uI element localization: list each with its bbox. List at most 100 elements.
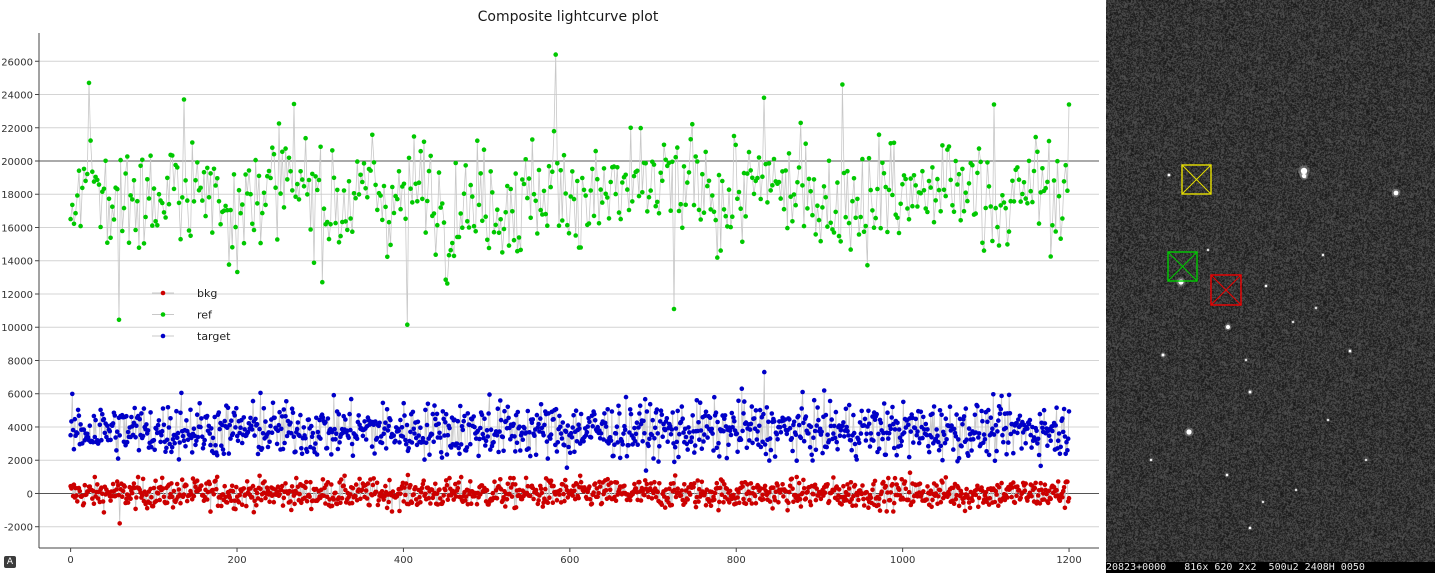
lightcurve-chart: -200002000400060008000100001200014000160… xyxy=(1,33,1099,566)
data-point-ref xyxy=(863,223,868,229)
data-point-bkg xyxy=(418,500,423,505)
data-point-ref xyxy=(726,187,732,192)
data-point-target xyxy=(898,443,904,448)
data-point-target xyxy=(299,451,305,457)
data-point-target xyxy=(923,421,929,427)
data-point-bkg xyxy=(251,509,257,515)
data-point-bkg xyxy=(976,504,981,510)
aperture-marker-box[interactable] xyxy=(1181,164,1212,195)
data-point-ref xyxy=(80,185,85,191)
data-point-target xyxy=(846,433,851,438)
data-point-bkg xyxy=(917,481,923,487)
data-point-ref xyxy=(438,205,444,210)
data-point-bkg xyxy=(386,499,392,505)
data-point-target xyxy=(304,449,310,455)
data-point-ref xyxy=(571,196,577,202)
x-tick-label: 800 xyxy=(727,555,746,566)
data-point-ref xyxy=(1053,229,1058,234)
data-point-target xyxy=(701,439,706,444)
data-point-target xyxy=(290,410,296,416)
data-point-target xyxy=(403,441,409,447)
data-point-target xyxy=(462,413,467,419)
star-field-canvas[interactable] xyxy=(1106,0,1435,562)
data-point-bkg xyxy=(831,475,836,480)
data-point-ref xyxy=(115,186,120,192)
data-point-bkg xyxy=(839,502,844,507)
data-point-target xyxy=(159,428,165,434)
data-point-ref xyxy=(526,176,532,181)
star xyxy=(1393,190,1399,196)
data-point-target xyxy=(442,433,447,438)
data-point-bkg xyxy=(891,509,896,514)
data-point-ref xyxy=(405,322,410,328)
data-point-target xyxy=(68,432,73,438)
data-point-bkg xyxy=(940,480,945,485)
data-point-ref xyxy=(620,180,625,185)
data-point-target xyxy=(420,435,426,441)
data-point-target xyxy=(615,440,620,445)
data-point-ref xyxy=(911,173,917,178)
aperture-marker-box[interactable] xyxy=(1210,274,1242,306)
data-point-target xyxy=(250,398,256,404)
data-point-target xyxy=(346,435,352,441)
data-point-bkg xyxy=(727,500,732,505)
data-point-ref xyxy=(708,207,713,212)
data-point-ref xyxy=(961,208,967,214)
star-field-image[interactable]: 20823+0000 816x 620 2x2 500u2 2408H 0050 xyxy=(1106,0,1435,573)
data-point-target xyxy=(383,446,389,451)
data-point-bkg xyxy=(150,503,156,509)
data-point-target xyxy=(323,419,328,425)
data-point-ref xyxy=(363,186,368,191)
data-point-target xyxy=(347,411,352,417)
data-point-target xyxy=(1065,448,1070,453)
data-point-target xyxy=(1048,438,1053,444)
data-point-bkg xyxy=(703,503,709,508)
data-point-ref xyxy=(271,151,277,157)
data-point-bkg xyxy=(800,490,805,496)
data-point-bkg xyxy=(879,489,884,495)
data-point-bkg xyxy=(283,481,288,486)
data-point-target xyxy=(431,439,437,445)
data-point-ref xyxy=(231,172,237,177)
data-point-bkg xyxy=(976,495,982,501)
data-point-bkg xyxy=(153,478,158,484)
data-point-bkg xyxy=(108,498,113,503)
star xyxy=(1225,473,1229,477)
data-point-ref xyxy=(185,198,190,203)
data-point-bkg xyxy=(794,474,799,480)
data-point-ref xyxy=(958,218,963,223)
autoscale-button[interactable]: A xyxy=(4,556,16,568)
data-point-bkg xyxy=(1009,494,1014,500)
data-point-bkg xyxy=(550,500,556,506)
data-point-bkg xyxy=(341,483,347,489)
data-point-target xyxy=(715,419,720,425)
data-point-bkg xyxy=(440,499,446,505)
data-point-ref xyxy=(943,193,948,199)
data-point-target xyxy=(914,432,919,438)
data-point-bkg xyxy=(350,485,356,491)
data-point-ref xyxy=(715,255,720,260)
data-point-ref xyxy=(745,171,750,176)
data-point-target xyxy=(514,440,520,446)
data-point-ref xyxy=(68,216,73,222)
data-point-target xyxy=(477,436,482,442)
data-point-target xyxy=(796,422,802,428)
data-point-ref xyxy=(993,205,998,211)
data-point-ref xyxy=(395,196,400,202)
data-point-ref xyxy=(180,195,185,200)
data-point-bkg xyxy=(758,486,764,491)
data-point-ref xyxy=(581,187,587,193)
data-point-ref xyxy=(385,254,390,260)
data-point-target xyxy=(997,411,1003,417)
aperture-marker-box[interactable] xyxy=(1167,251,1198,282)
data-point-ref xyxy=(653,203,658,209)
data-point-target xyxy=(354,436,360,442)
data-point-bkg xyxy=(853,503,859,508)
data-point-ref xyxy=(120,228,125,234)
data-point-target xyxy=(755,429,760,434)
y-tick-label: 26000 xyxy=(1,57,33,68)
data-point-ref xyxy=(483,214,489,219)
data-point-ref xyxy=(298,169,303,174)
data-point-bkg xyxy=(597,484,603,489)
data-point-target xyxy=(669,427,675,432)
